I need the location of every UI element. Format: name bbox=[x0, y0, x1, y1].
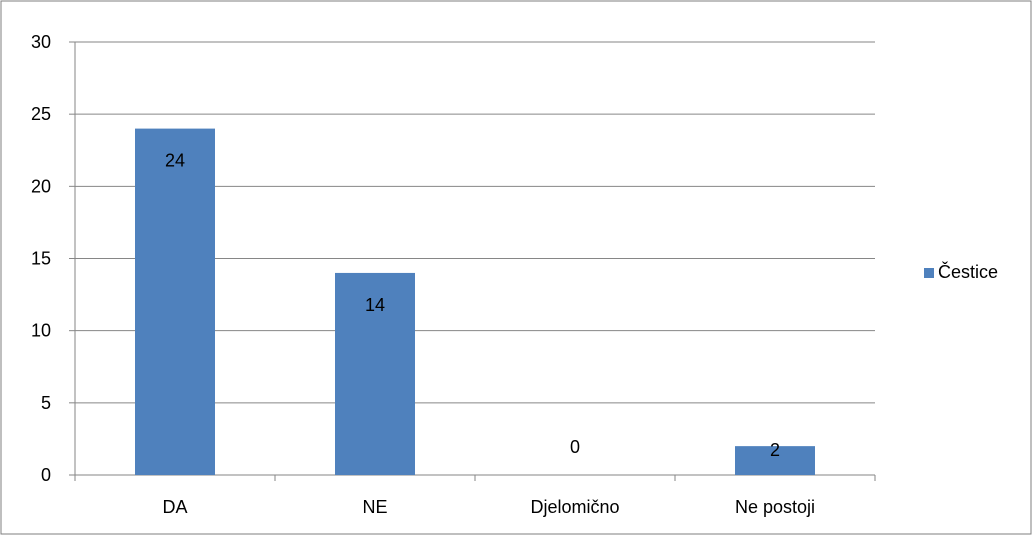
data-label: 24 bbox=[165, 151, 185, 171]
y-tick-label: 25 bbox=[31, 104, 51, 124]
x-tick-label: Djelomično bbox=[530, 497, 619, 517]
y-tick-label: 0 bbox=[41, 465, 51, 485]
y-axis-ticks: 0 5 10 15 20 25 30 bbox=[31, 32, 75, 485]
y-tick-label: 20 bbox=[31, 176, 51, 196]
y-tick-label: 30 bbox=[31, 32, 51, 52]
y-tick-label: 5 bbox=[41, 393, 51, 413]
data-labels: 24 14 0 2 bbox=[165, 151, 780, 461]
legend: Čestice bbox=[924, 261, 998, 282]
y-tick-label: 10 bbox=[31, 321, 51, 341]
legend-label: Čestice bbox=[938, 261, 998, 282]
x-tick-label: NE bbox=[362, 497, 387, 517]
bar bbox=[335, 272, 415, 475]
bar bbox=[735, 446, 815, 475]
data-label: 2 bbox=[770, 440, 780, 460]
bar bbox=[135, 128, 215, 475]
x-axis-ticks: DA NE Djelomično Ne postoji bbox=[74, 475, 876, 517]
data-label: 0 bbox=[570, 437, 580, 457]
x-tick-label: DA bbox=[162, 497, 187, 517]
x-tick-label: Ne postoji bbox=[735, 497, 815, 517]
y-tick-label: 15 bbox=[31, 249, 51, 269]
legend-swatch bbox=[924, 268, 934, 278]
bars bbox=[135, 128, 815, 475]
data-label: 14 bbox=[365, 295, 385, 315]
